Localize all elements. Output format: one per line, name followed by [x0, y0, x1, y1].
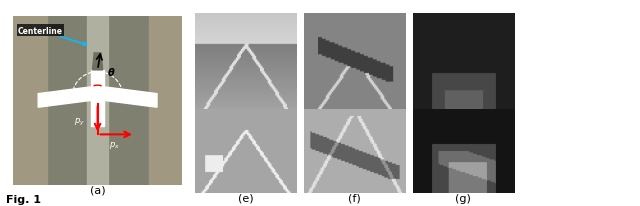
Bar: [148, 16, 182, 185]
Polygon shape: [104, 87, 157, 108]
Text: (d): (d): [456, 119, 471, 129]
Text: $p_y$: $p_y$: [74, 116, 84, 127]
Text: Fig. 1: Fig. 1: [6, 194, 42, 204]
Text: (b): (b): [238, 119, 253, 129]
Text: (e): (e): [238, 193, 253, 203]
Text: θ: θ: [108, 68, 115, 78]
Bar: [13, 16, 47, 185]
Text: (c): (c): [347, 119, 362, 129]
Text: (a): (a): [90, 184, 106, 194]
Text: Centerline: Centerline: [18, 26, 86, 46]
Text: $p_x$: $p_x$: [109, 140, 120, 151]
Polygon shape: [91, 70, 104, 126]
Text: (g): (g): [456, 193, 471, 203]
Bar: [88, 16, 108, 185]
Text: (f): (f): [348, 193, 361, 203]
Polygon shape: [38, 87, 91, 108]
Polygon shape: [93, 54, 102, 70]
